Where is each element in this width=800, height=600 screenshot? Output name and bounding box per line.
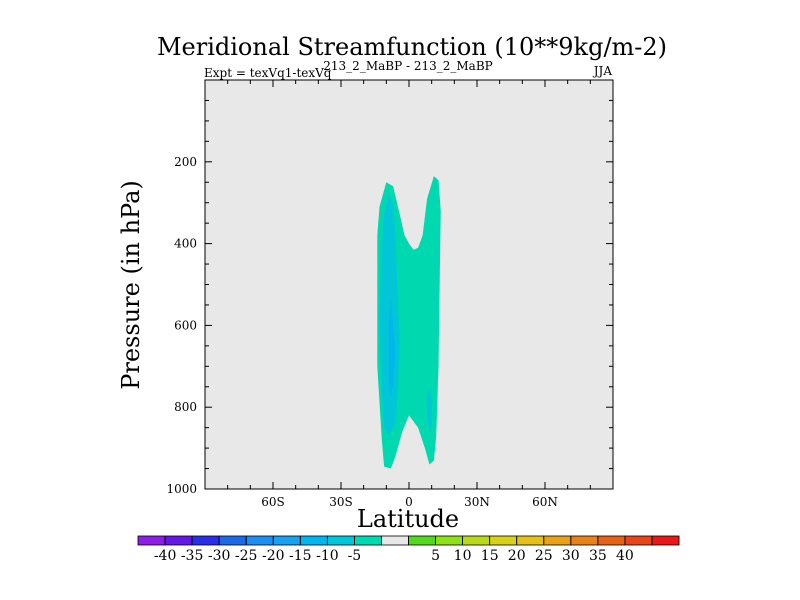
chart-title: Meridional Streamfunction (10**9kg/m-2) bbox=[157, 33, 667, 61]
x-tick-label: 30S bbox=[329, 495, 353, 509]
colorbar-swatch bbox=[219, 536, 247, 545]
colorbar-swatch bbox=[192, 536, 220, 545]
colorbar-label: 20 bbox=[508, 548, 526, 564]
colorbar-swatch bbox=[354, 536, 382, 545]
colorbar-label: 35 bbox=[589, 548, 607, 564]
colorbar-swatch bbox=[570, 536, 599, 545]
y-tick-label: 800 bbox=[174, 400, 197, 414]
colorbar-swatch bbox=[408, 536, 436, 545]
y-tick-label: 600 bbox=[174, 318, 197, 332]
colorbar-label: 15 bbox=[481, 548, 499, 564]
colorbar-label: 30 bbox=[562, 548, 580, 564]
colorbar-swatch bbox=[381, 536, 409, 545]
colorbar-swatch bbox=[165, 536, 193, 545]
x-axis-label: Latitude bbox=[357, 505, 459, 533]
y-tick-label: 400 bbox=[174, 237, 197, 251]
colorbar-swatch bbox=[624, 536, 653, 545]
y-axis-label: Pressure (in hPa) bbox=[117, 180, 145, 390]
colorbar-label: -15 bbox=[289, 548, 312, 564]
colorbar-swatch bbox=[489, 536, 517, 545]
colorbar-label: 40 bbox=[616, 548, 634, 564]
colorbar-label: 5 bbox=[431, 548, 440, 564]
contour-region-nh-minus10 bbox=[427, 386, 432, 432]
colorbar-label: -25 bbox=[235, 548, 258, 564]
colorbar-label: -40 bbox=[154, 548, 177, 564]
colorbar-label: -5 bbox=[348, 548, 362, 564]
y-tick-label: 200 bbox=[174, 155, 197, 169]
x-tick-label: 60S bbox=[261, 495, 285, 509]
colorbar-label: 10 bbox=[454, 548, 472, 564]
colorbar-swatch bbox=[516, 536, 545, 545]
colorbar-swatch bbox=[597, 536, 626, 545]
y-tick-label: 1000 bbox=[166, 482, 197, 496]
colorbar-label: -20 bbox=[262, 548, 285, 564]
colorbar-swatch bbox=[273, 536, 301, 545]
x-tick-label: 0 bbox=[405, 495, 413, 509]
left-annotation: Expt = texVq1-texVq bbox=[204, 66, 332, 80]
colorbar-label: -10 bbox=[316, 548, 339, 564]
colorbar-swatch bbox=[246, 536, 274, 545]
contour-region-minus15 bbox=[388, 296, 396, 399]
colorbar-swatch bbox=[651, 536, 680, 545]
season-label: JJA bbox=[592, 64, 613, 78]
colorbar-label: -35 bbox=[181, 548, 204, 564]
x-tick-label: 30N bbox=[464, 495, 490, 509]
colorbar-label: -30 bbox=[208, 548, 231, 564]
colorbar-label: 25 bbox=[535, 548, 553, 564]
colorbar-swatch bbox=[435, 536, 463, 545]
colorbar-swatch bbox=[327, 536, 355, 545]
colorbar-swatch bbox=[462, 536, 490, 545]
center-annotation: 213_2_MaBP - 213_2_MaBP bbox=[323, 59, 492, 73]
colorbar-swatch bbox=[300, 536, 328, 545]
colorbar-swatch-border bbox=[651, 535, 680, 546]
colorbar-swatch bbox=[543, 536, 572, 545]
x-tick-label: 60N bbox=[532, 495, 558, 509]
colorbar-swatch bbox=[138, 536, 166, 545]
